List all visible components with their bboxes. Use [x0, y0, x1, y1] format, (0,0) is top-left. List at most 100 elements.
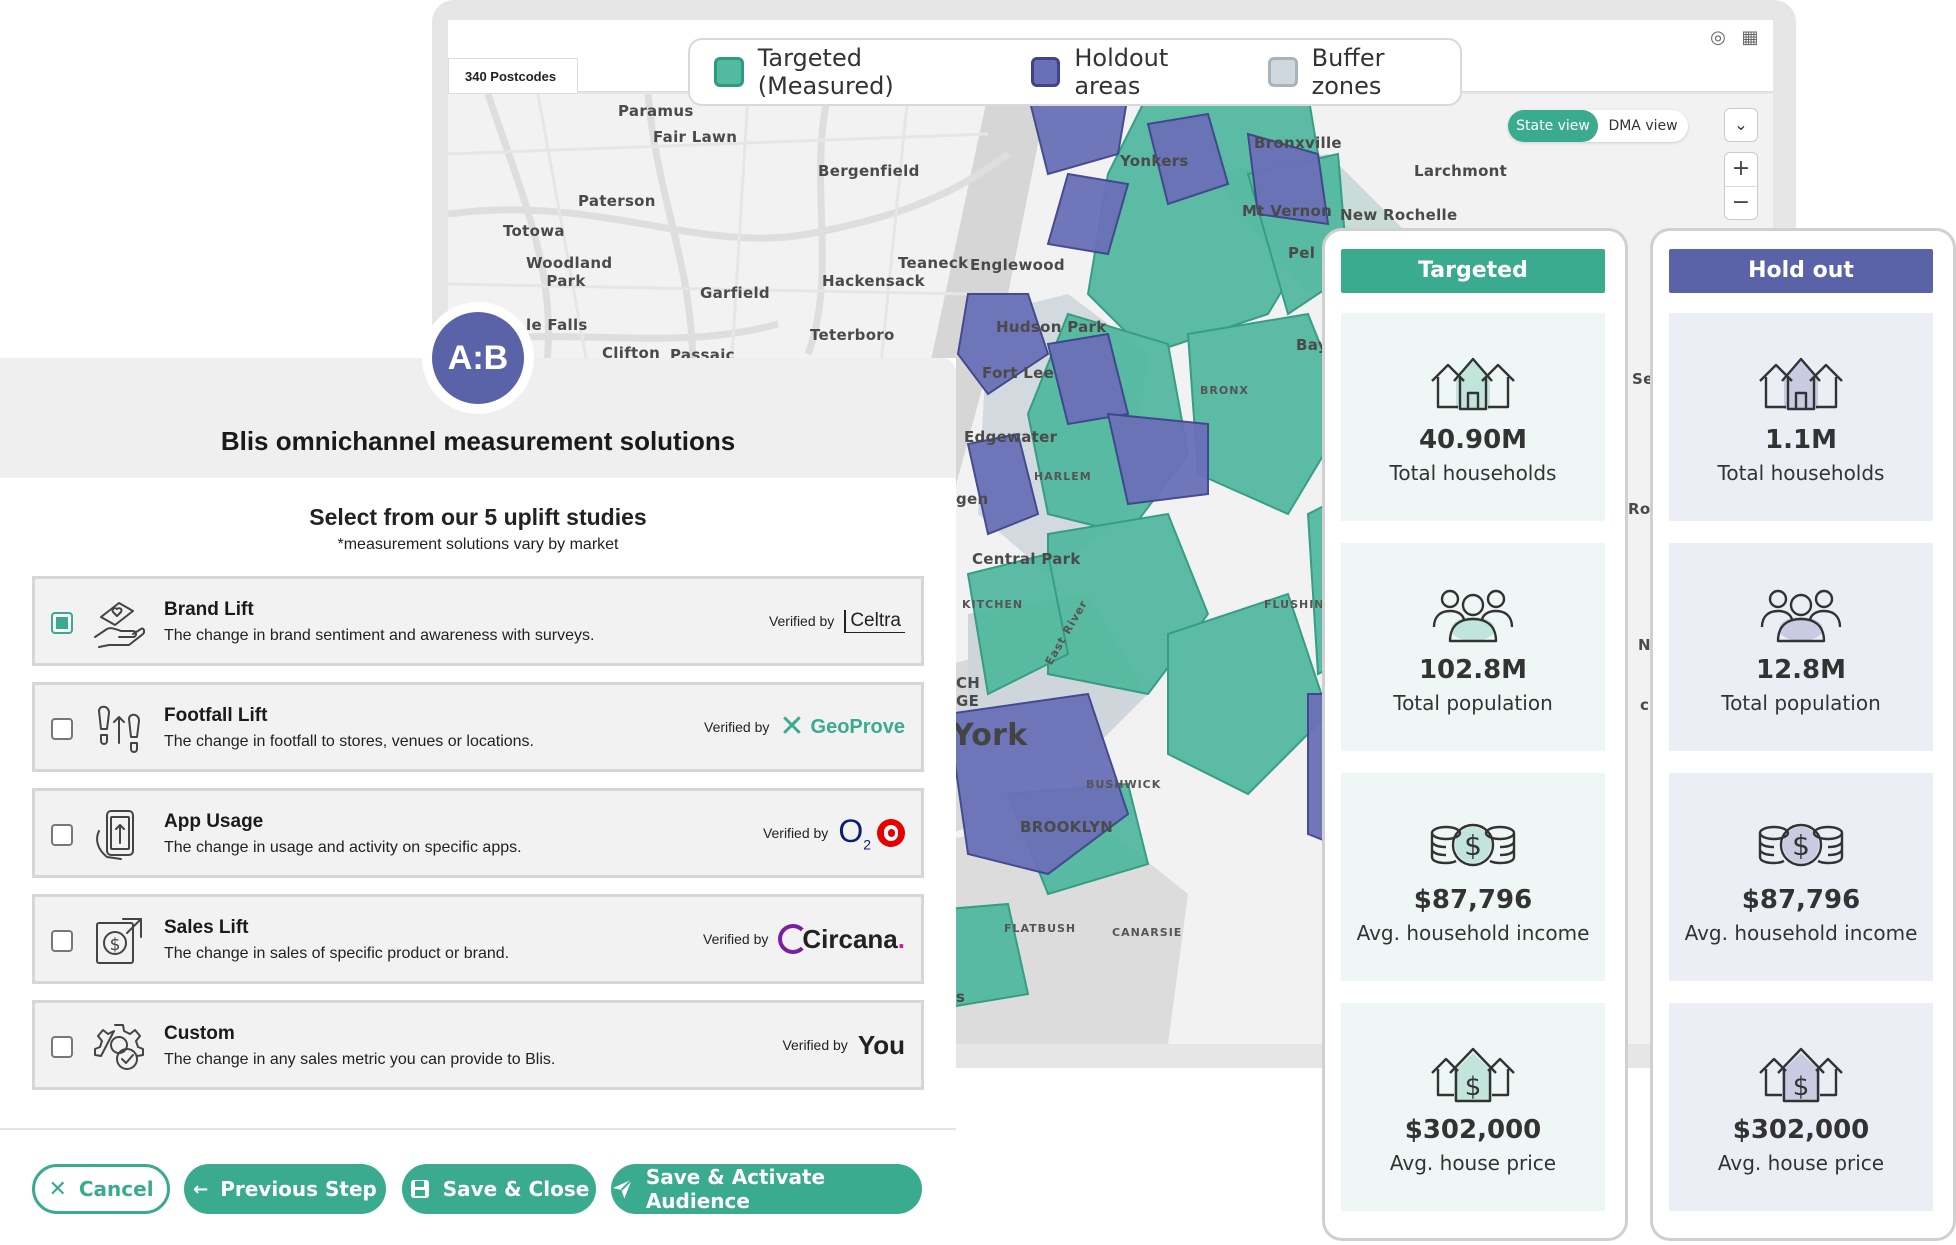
study-option-footfall-lift[interactable]: Footfall Lift The change in footfall to s… — [32, 682, 924, 772]
map-place-label: Pel — [1288, 244, 1316, 262]
stat-card: $ $87,796 Avg. household income — [1341, 773, 1605, 981]
verified-by: Verified by ✕ GeoProve — [704, 685, 905, 769]
study-checkbox[interactable] — [51, 612, 73, 634]
verified-label: Verified by — [768, 613, 835, 629]
study-name: Sales Lift — [164, 917, 249, 938]
targeted-stats-panel: Targeted 40.90M Total households 102.8M Tot… — [1322, 228, 1628, 1241]
map-place-label: Hudson Park — [996, 318, 1107, 336]
study-option-brand-lift[interactable]: Brand Lift The change in brand sentiment … — [32, 576, 924, 666]
verified-label: Verified by — [704, 719, 770, 735]
legend-label: Targeted (Measured) — [757, 44, 894, 100]
cancel-button[interactable]: ✕ Cancel — [32, 1164, 170, 1214]
svg-text:$: $ — [1464, 829, 1482, 862]
study-checkbox[interactable] — [51, 930, 73, 952]
map-place-label: Fair Lawn — [653, 128, 738, 146]
legend-targeted: Targeted (Measured) — [714, 44, 1003, 100]
gear-check-icon — [93, 1021, 145, 1073]
study-checkbox[interactable] — [51, 824, 73, 846]
map-place-label: BRONX — [1200, 384, 1249, 397]
chevron-down-icon[interactable]: ⌄ — [1724, 108, 1758, 142]
targeted-header: Targeted — [1341, 249, 1605, 293]
stat-card: 40.90M Total households — [1341, 313, 1605, 521]
map-place-label: Englewood — [970, 256, 1065, 274]
map-place-label: Fort Lee — [982, 364, 1055, 382]
house-dollar-icon: $ — [1341, 1041, 1605, 1105]
map-place-label: Yonkers — [1120, 152, 1189, 170]
stat-value: $302,000 — [1404, 1115, 1542, 1145]
legend-holdout: Holdout areas — [1030, 44, 1240, 100]
map-place-label: HARLEM — [1034, 470, 1092, 483]
study-checkbox[interactable] — [51, 718, 73, 740]
svg-text:$: $ — [110, 935, 121, 955]
holdout-swatch — [1030, 57, 1061, 87]
people-icon — [1669, 581, 1933, 645]
study-description: The change in brand sentiment and awaren… — [164, 627, 595, 644]
stat-label: Total population — [1721, 691, 1881, 715]
table-icon[interactable]: ▦ — [1741, 27, 1759, 48]
stat-value: $87,796 — [1741, 885, 1861, 915]
zoom-out-button[interactable]: − — [1731, 190, 1751, 215]
map-place-label: Paramus — [618, 102, 694, 120]
save-close-button[interactable]: Save & Close — [402, 1164, 596, 1214]
holdout-stats-panel: Hold out 1.1M Total households 12.8M Total … — [1650, 228, 1956, 1241]
coins-icon: $ — [1341, 811, 1605, 875]
targeted-swatch — [714, 57, 744, 87]
coins-icon: $ — [1669, 811, 1933, 875]
map-place-label: le Falls — [526, 316, 588, 334]
verified-label: Verified by — [782, 1037, 848, 1053]
stat-value: $87,796 — [1413, 885, 1533, 915]
map-place-label: CANARSIE — [1112, 926, 1183, 939]
stat-label: Avg. house price — [1717, 1151, 1885, 1175]
map-place-label: BUSHWICK — [1086, 778, 1162, 791]
dma-view-button[interactable]: DMA view — [1608, 118, 1678, 134]
map-place-label: Clifton — [602, 344, 661, 362]
footprints-icon — [93, 703, 145, 755]
hand-heart-icon — [93, 597, 146, 649]
study-name: Footfall Lift — [164, 705, 268, 726]
map-legend: Targeted (Measured) Holdout areas Buffer… — [688, 38, 1462, 106]
houses-icon — [1669, 351, 1933, 415]
save-activate-button[interactable]: Save & Activate Audience — [611, 1164, 922, 1214]
previous-step-button[interactable]: ← Previous Step — [184, 1164, 386, 1214]
stat-value: 12.8M — [1755, 655, 1847, 685]
study-option-custom[interactable]: Custom The change in any sales metric you… — [32, 1000, 924, 1090]
postcode-count: 340 Postcodes — [448, 58, 578, 94]
ab-test-icon: A:B — [432, 312, 524, 404]
stat-card: 102.8M Total population — [1341, 543, 1605, 751]
study-option-sales-lift[interactable]: $ Sales Lift The change in sales of specif… — [32, 894, 924, 984]
study-option-app-usage[interactable]: App Usage The change in usage and activit… — [32, 788, 924, 878]
panel-note: *measurement solutions vary by market — [337, 536, 619, 553]
house-dollar-icon: $ — [1669, 1041, 1933, 1105]
geoprove-logo: ✕ GeoProve — [779, 709, 905, 744]
stat-value: 1.1M — [1765, 425, 1837, 455]
map-place-label: Se — [1632, 370, 1654, 388]
stat-card: $ $87,796 Avg. household income — [1669, 773, 1933, 981]
phone-app-icon — [93, 809, 145, 861]
stat-card: $ $302,000 Avg. house price — [1341, 1003, 1605, 1211]
map-place-label: FLATBUSH — [1004, 922, 1077, 935]
view-toggle: State view DMA view — [1508, 110, 1688, 142]
state-view-button[interactable]: State view — [1508, 110, 1598, 142]
map-place-label: GE — [956, 692, 980, 710]
sales-dollar-icon: $ — [93, 915, 145, 967]
crosshair-icon[interactable]: ◎ — [1710, 27, 1726, 48]
cancel-label: Cancel — [78, 1177, 154, 1201]
study-description: The change in sales of specific product … — [164, 945, 510, 962]
map-place-label: CH — [956, 674, 981, 692]
panel-divider — [0, 1128, 956, 1130]
study-description: The change in footfall to stores, venues… — [164, 733, 534, 750]
map-place-label: Woodland Park — [526, 254, 613, 290]
holdout-header: Hold out — [1669, 249, 1933, 293]
arrow-left-icon: ← — [193, 1178, 209, 1200]
legend-label: Holdout areas — [1074, 44, 1169, 100]
zoom-in-button[interactable]: + — [1725, 153, 1757, 187]
previous-label: Previous Step — [220, 1177, 377, 1201]
o2-vodafone-logo: O2 — [838, 813, 905, 853]
verified-by: Verified by O2 — [763, 791, 905, 875]
study-checkbox[interactable] — [51, 1036, 73, 1058]
circana-logo: Circana. — [778, 924, 905, 955]
legend-buffer: Buffer zones — [1267, 44, 1460, 100]
map-place-label: N — [1638, 636, 1651, 654]
legend-label: Buffer zones — [1311, 44, 1385, 100]
map-place-label: Hackensack — [822, 272, 925, 290]
